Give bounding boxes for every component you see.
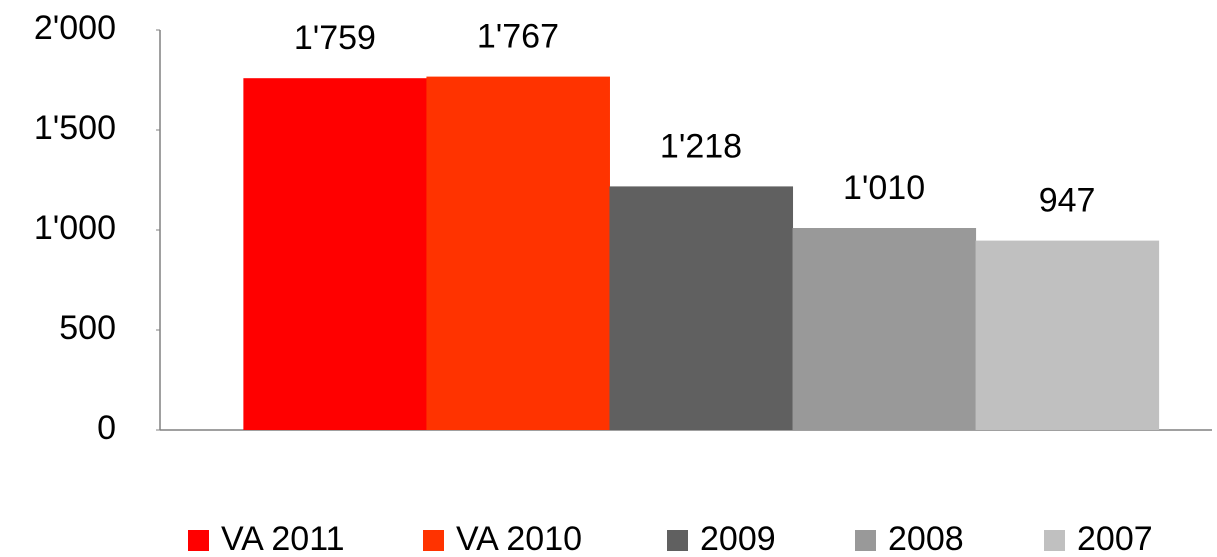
legend-label: VA 2010 — [456, 520, 582, 557]
data-label: 947 — [1039, 182, 1096, 220]
data-label: 1'759 — [294, 19, 376, 57]
legend-label: 2008 — [888, 520, 964, 557]
legend-label: VA 2011 — [221, 520, 345, 557]
y-tick-label: 500 — [59, 309, 116, 347]
legend-label: 2009 — [700, 520, 776, 557]
bar — [426, 76, 610, 430]
bar — [243, 78, 427, 430]
legend-swatch — [855, 530, 876, 551]
legend-swatch — [667, 530, 688, 551]
legend-swatch — [188, 530, 209, 551]
legend-swatch — [1044, 530, 1065, 551]
data-label: 1'218 — [660, 127, 742, 165]
legend-label: 2007 — [1077, 520, 1153, 557]
bar — [975, 240, 1160, 430]
bar — [609, 186, 794, 430]
legend-swatch — [423, 530, 444, 551]
data-label: 1'010 — [843, 169, 925, 207]
data-label: 1'767 — [477, 18, 559, 56]
y-tick-label: 1'500 — [34, 109, 116, 147]
bar — [792, 228, 977, 430]
y-tick-label: 0 — [97, 409, 116, 447]
y-tick-label: 2'000 — [34, 9, 116, 47]
y-tick-label: 1'000 — [34, 209, 116, 247]
